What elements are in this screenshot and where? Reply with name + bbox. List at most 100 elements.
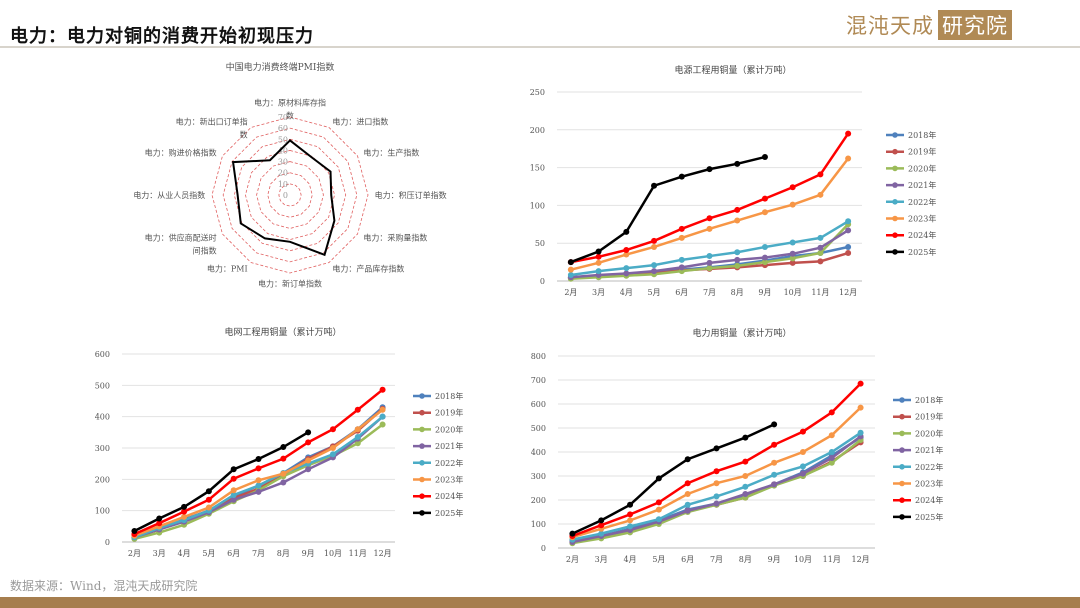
data-point xyxy=(742,491,749,497)
legend-marker xyxy=(892,132,898,138)
radar-axis-label: 电力：购进价格指数 xyxy=(145,148,217,158)
data-point xyxy=(651,268,658,275)
y-tick-label: 250 xyxy=(530,88,545,97)
legend-label: 2018年 xyxy=(908,130,936,140)
data-point xyxy=(771,459,778,466)
chart-title: 中国电力消费终端PMI指数 xyxy=(226,61,335,73)
x-tick-label: 5月 xyxy=(202,549,215,558)
data-point xyxy=(305,457,312,464)
x-tick-label: 8月 xyxy=(277,549,290,558)
data-point xyxy=(761,243,768,250)
radar-tick-label: 30 xyxy=(278,158,288,167)
data-point xyxy=(623,270,630,277)
data-point xyxy=(828,432,835,439)
data-point xyxy=(280,444,287,451)
series-line-2022年 xyxy=(133,415,384,539)
data-point xyxy=(789,250,796,257)
data-point xyxy=(742,434,749,441)
legend-marker xyxy=(899,430,905,437)
data-point xyxy=(684,507,691,514)
x-tick-label: 10月 xyxy=(784,288,802,297)
data-point xyxy=(828,409,835,416)
radar-tick-label: 10 xyxy=(278,180,288,189)
x-tick-label: 12月 xyxy=(373,549,391,558)
data-point xyxy=(761,154,768,161)
data-point xyxy=(678,173,685,180)
legend-marker xyxy=(892,199,898,205)
data-point xyxy=(305,429,312,436)
legend-marker xyxy=(899,413,905,420)
legend-label: 2025年 xyxy=(915,512,943,522)
radar-axis-label: 电力：从业人员指数 xyxy=(133,190,205,200)
data-point xyxy=(857,429,864,436)
data-point xyxy=(845,130,852,137)
legend-marker xyxy=(419,460,425,466)
data-point xyxy=(595,248,602,255)
legend-label: 2021年 xyxy=(908,180,936,190)
data-point xyxy=(742,483,749,490)
x-tick-label: 8月 xyxy=(739,555,752,564)
data-point xyxy=(651,182,658,189)
data-point xyxy=(771,471,778,478)
series-line-2025年 xyxy=(133,431,309,533)
data-point xyxy=(734,217,741,224)
data-source: 数据来源：Wind，混沌天成研究院 xyxy=(10,579,198,593)
legend-marker xyxy=(899,497,905,504)
y-tick-label: 0 xyxy=(105,538,110,547)
series-line-2021年 xyxy=(134,415,384,539)
data-point xyxy=(567,271,574,278)
page-title: 电力：电力对铜的消费开始初现压力 xyxy=(10,26,314,47)
data-point xyxy=(379,406,386,413)
radar-gridline xyxy=(256,161,324,229)
radar-tick-label: 50 xyxy=(278,135,288,144)
y-tick-label: 100 xyxy=(531,520,546,529)
data-point xyxy=(845,250,852,257)
y-tick-label: 100 xyxy=(95,507,110,516)
header-divider xyxy=(0,46,1080,48)
radar-axis-label: 电力：新出口订单指 xyxy=(176,117,248,127)
chart-title: 电力用铜量（累计万吨） xyxy=(692,327,791,339)
data-point xyxy=(817,250,824,257)
data-point xyxy=(305,466,312,473)
data-point xyxy=(651,243,658,250)
radar-axis-label: 数 xyxy=(240,130,248,140)
data-point xyxy=(713,493,720,500)
legend-marker xyxy=(892,148,898,155)
data-point xyxy=(156,520,163,527)
data-point xyxy=(799,428,806,435)
data-point xyxy=(598,517,605,524)
data-point xyxy=(379,413,386,420)
series-line-2019年 xyxy=(572,441,862,544)
x-tick-label: 11月 xyxy=(349,549,367,558)
data-point xyxy=(678,264,685,271)
legend-label: 2018年 xyxy=(915,395,943,405)
radar-axis-label: 间指数 xyxy=(193,245,217,255)
y-tick-label: 500 xyxy=(95,381,110,390)
x-tick-label: 4月 xyxy=(623,555,636,564)
legend-label: 2023年 xyxy=(915,479,943,489)
series-line-2025年 xyxy=(571,423,775,535)
data-point xyxy=(181,513,188,520)
data-point xyxy=(845,227,852,234)
data-point xyxy=(329,445,336,451)
data-point xyxy=(623,265,630,272)
data-point xyxy=(828,449,835,455)
y-tick-label: 200 xyxy=(530,126,545,135)
data-point xyxy=(230,475,237,482)
x-tick-label: 3月 xyxy=(153,549,166,558)
data-point xyxy=(761,259,768,266)
legend-label: 2019年 xyxy=(435,408,463,418)
x-tick-label: 7月 xyxy=(710,555,723,564)
y-tick-label: 800 xyxy=(531,352,546,361)
y-tick-label: 600 xyxy=(95,350,110,359)
data-point xyxy=(845,218,852,225)
data-point xyxy=(181,503,188,510)
data-point xyxy=(329,426,336,433)
data-point xyxy=(354,440,361,447)
line-chart-3: 电力用铜量（累计万吨） 0 100 200 300 400 500 600 700 800 2月 3月… xyxy=(531,327,944,564)
data-point xyxy=(771,441,778,448)
line-chart-2: 电网工程用铜量（累计万吨） 0 100 200 300 400 500 600 2月 3月 4月 5月… xyxy=(95,326,464,558)
x-tick-label: 4月 xyxy=(177,549,190,558)
data-point xyxy=(789,239,796,246)
